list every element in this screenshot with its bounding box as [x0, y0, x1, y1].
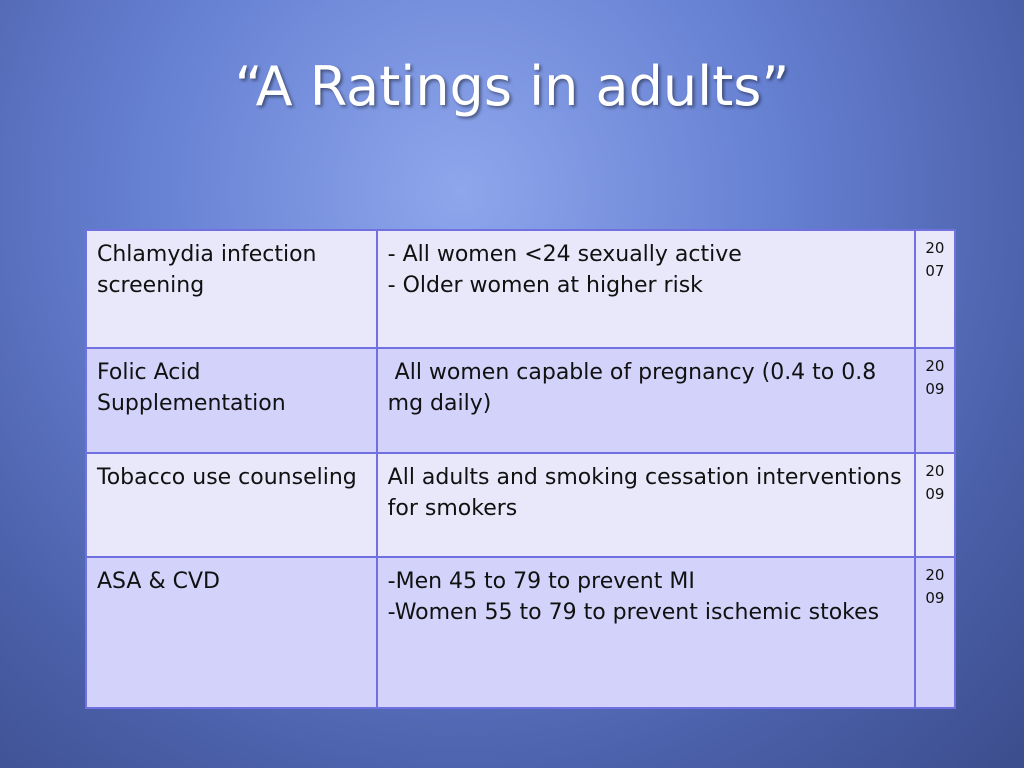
table-row: Folic Acid Supplementation All women cap…	[85, 347, 957, 454]
population-line: -Men 45 to 79 to prevent MI	[387, 569, 695, 594]
year-cell: 2009	[913, 556, 957, 709]
population-line: All women capable of pregnancy (0.4 to 0…	[387, 360, 884, 416]
slide-title: “A Ratings in adults”	[234, 55, 790, 118]
population-line: - Older women at higher risk	[387, 273, 703, 298]
topic-cell: Tobacco use counseling	[85, 452, 378, 558]
topic-cell: Folic Acid Supplementation	[85, 347, 378, 454]
topic-cell: Chlamydia infection screening	[85, 229, 378, 349]
topic-cell: ASA & CVD	[85, 556, 378, 709]
population-line: All adults and smoking cessation interve…	[387, 465, 909, 521]
population-cell: All women capable of pregnancy (0.4 to 0…	[375, 347, 916, 454]
population-line: - All women <24 sexually active	[387, 242, 742, 267]
population-cell: All adults and smoking cessation interve…	[375, 452, 916, 558]
population-cell: - All women <24 sexually active - Older w…	[375, 229, 916, 349]
table-row: ASA & CVD -Men 45 to 79 to prevent MI -Wom…	[85, 556, 957, 709]
table-row: Chlamydia infection screening - All women…	[85, 229, 957, 349]
ratings-table: Chlamydia infection screening - All women…	[85, 229, 957, 709]
year-cell: 2009	[913, 347, 957, 454]
population-line: -Women 55 to 79 to prevent ischemic stok…	[387, 600, 880, 625]
table-row: Tobacco use counseling All adults and smo…	[85, 452, 957, 558]
year-cell: 2007	[913, 229, 957, 349]
population-cell: -Men 45 to 79 to prevent MI -Women 55 to …	[375, 556, 916, 709]
year-cell: 2009	[913, 452, 957, 558]
